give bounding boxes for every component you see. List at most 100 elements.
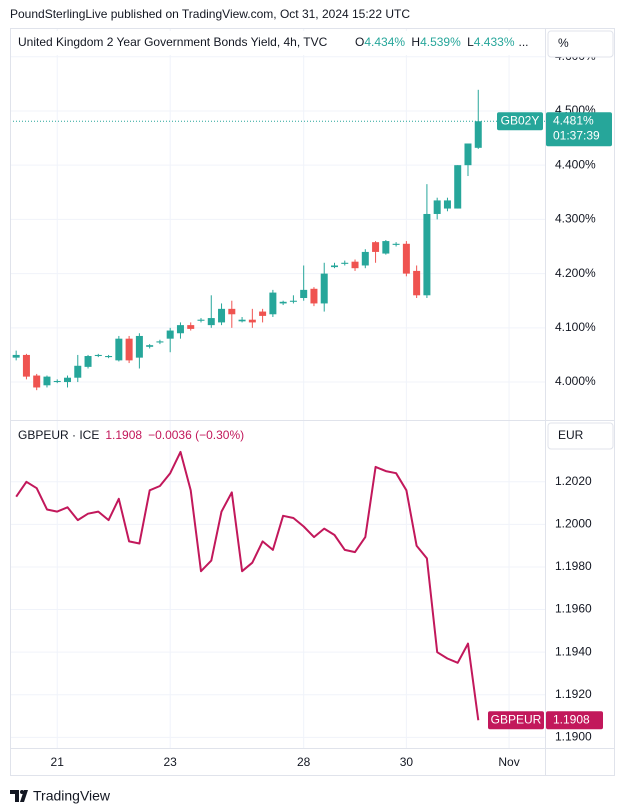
candle-body [279,301,287,304]
candle-body [22,354,30,377]
candle-body [382,241,390,254]
legend-bg [12,31,542,55]
ohlc-value: 4.539% [420,35,461,49]
footer-logo: TradingView [10,788,111,804]
ohlc-key: H [411,35,420,49]
candle-body [43,376,51,386]
candle-body [218,308,226,323]
pane-top: 4.000%4.100%4.200%4.300%4.400%4.500%4.60… [10,28,612,420]
x-tick-label: 21 [51,755,65,769]
ohlc-value: 4.433% [474,35,515,49]
logo-icon [10,790,28,802]
candle-body [166,330,174,339]
candle-body [238,319,246,322]
y-tick-label: 4.100% [555,320,596,334]
candle-body [423,213,431,296]
y-tick-label: 1.1900 [555,730,592,744]
candle-body [454,165,462,209]
legend-top: United Kingdom 2 Year Government Bonds Y… [12,30,614,58]
price-tag-name: GB02Y [501,113,540,127]
change: −0.0036 (−0.30%) [148,428,244,442]
candle-body [259,311,267,316]
logo-dot [20,790,24,794]
x-tick-label: 23 [164,755,178,769]
candle-body [351,261,359,269]
symbol-title: GBPEUR · ICE 1.1908 −0.0036 (−0.30%) [18,428,244,442]
last-value: 1.1908 [105,428,142,442]
candle-body [320,273,328,304]
candle-body [125,338,133,361]
candle-body [474,121,482,148]
symbol-title: United Kingdom 2 Year Government Bonds Y… [18,35,328,49]
y-tick-label: 1.2000 [555,517,592,531]
pane-bottom: 1.1900 1.1920 1.1940 1.1960 1.1980 1.2000 1.20… [10,420,603,748]
unit-box[interactable] [547,422,614,450]
price-tag-countdown: 01:37:39 [553,128,600,142]
candle-body [207,318,215,326]
price-tag-name-bg [488,711,544,730]
ohlc-key: O [355,35,364,49]
ohlc-key: L [467,35,474,49]
candle-body [300,289,308,299]
x-tick-label: 28 [297,755,311,769]
candle-body [176,325,184,334]
price-tag-name: GBPEUR [491,712,542,726]
y-tick-label: 4.000% [555,374,596,388]
candle-body [289,300,297,302]
x-tick-label: Nov [498,755,519,769]
ohlc: O4.434% H4.539% L4.433%... [355,35,529,49]
candle-body [248,319,256,323]
y-tick-label: 1.1940 [555,644,592,658]
y-tick-label: 4.200% [555,266,596,280]
candle-body [146,345,154,347]
candle-body [341,262,349,264]
price-tag-bg [546,112,612,147]
candle-body [187,325,195,329]
candle-body [156,341,164,343]
candle-body [115,338,123,361]
candle-body [94,354,102,357]
chart-frame [10,28,615,776]
y-tick-label: 4.400% [555,157,596,171]
candle-body [361,251,369,266]
unit: EUR [558,428,584,442]
candle-body [443,200,451,209]
y-tick-label: 1.1920 [555,687,592,701]
candle-body [74,365,82,378]
symbol: GBPEUR · ICE [18,428,99,442]
candle-body [330,265,338,268]
legend-bottom: GBPEUR · ICE 1.1908 −0.0036 (−0.30%) EUR [18,422,614,450]
candle-body [135,335,143,358]
y-tick-label: 1.2020 [555,474,592,488]
candle-body [433,200,441,214]
candle-body [197,319,205,321]
candle-body [228,308,236,315]
publish-header: PoundSterlingLive published on TradingVi… [10,7,410,21]
candle-body [310,288,318,304]
y-tick-label: 4.300% [555,212,596,226]
candle-body [53,380,61,383]
candle-body [84,356,92,367]
candle-body [392,243,400,245]
candle-body [105,356,113,358]
unit: % [558,36,569,50]
unit-box[interactable] [547,30,614,58]
candle-body [12,354,20,358]
price-tag-value: 4.481% [553,113,594,127]
price-tag-value: 1.1908 [553,712,590,726]
y-tick-label: 1.1980 [555,559,592,573]
price-tag-bg [546,711,603,730]
candle-body [33,375,41,388]
footer-brand: TradingView [33,788,111,804]
x-tick-label: 30 [400,755,414,769]
ohlc-value: 4.434% [364,35,405,49]
candle-body [269,292,277,315]
candle-body [64,377,72,383]
price-tag-name-bg [497,112,543,131]
more[interactable]: ... [519,35,529,49]
candle-body [413,270,421,296]
candle-body [372,242,380,252]
candle-body [402,243,410,274]
line-series [15,450,480,721]
